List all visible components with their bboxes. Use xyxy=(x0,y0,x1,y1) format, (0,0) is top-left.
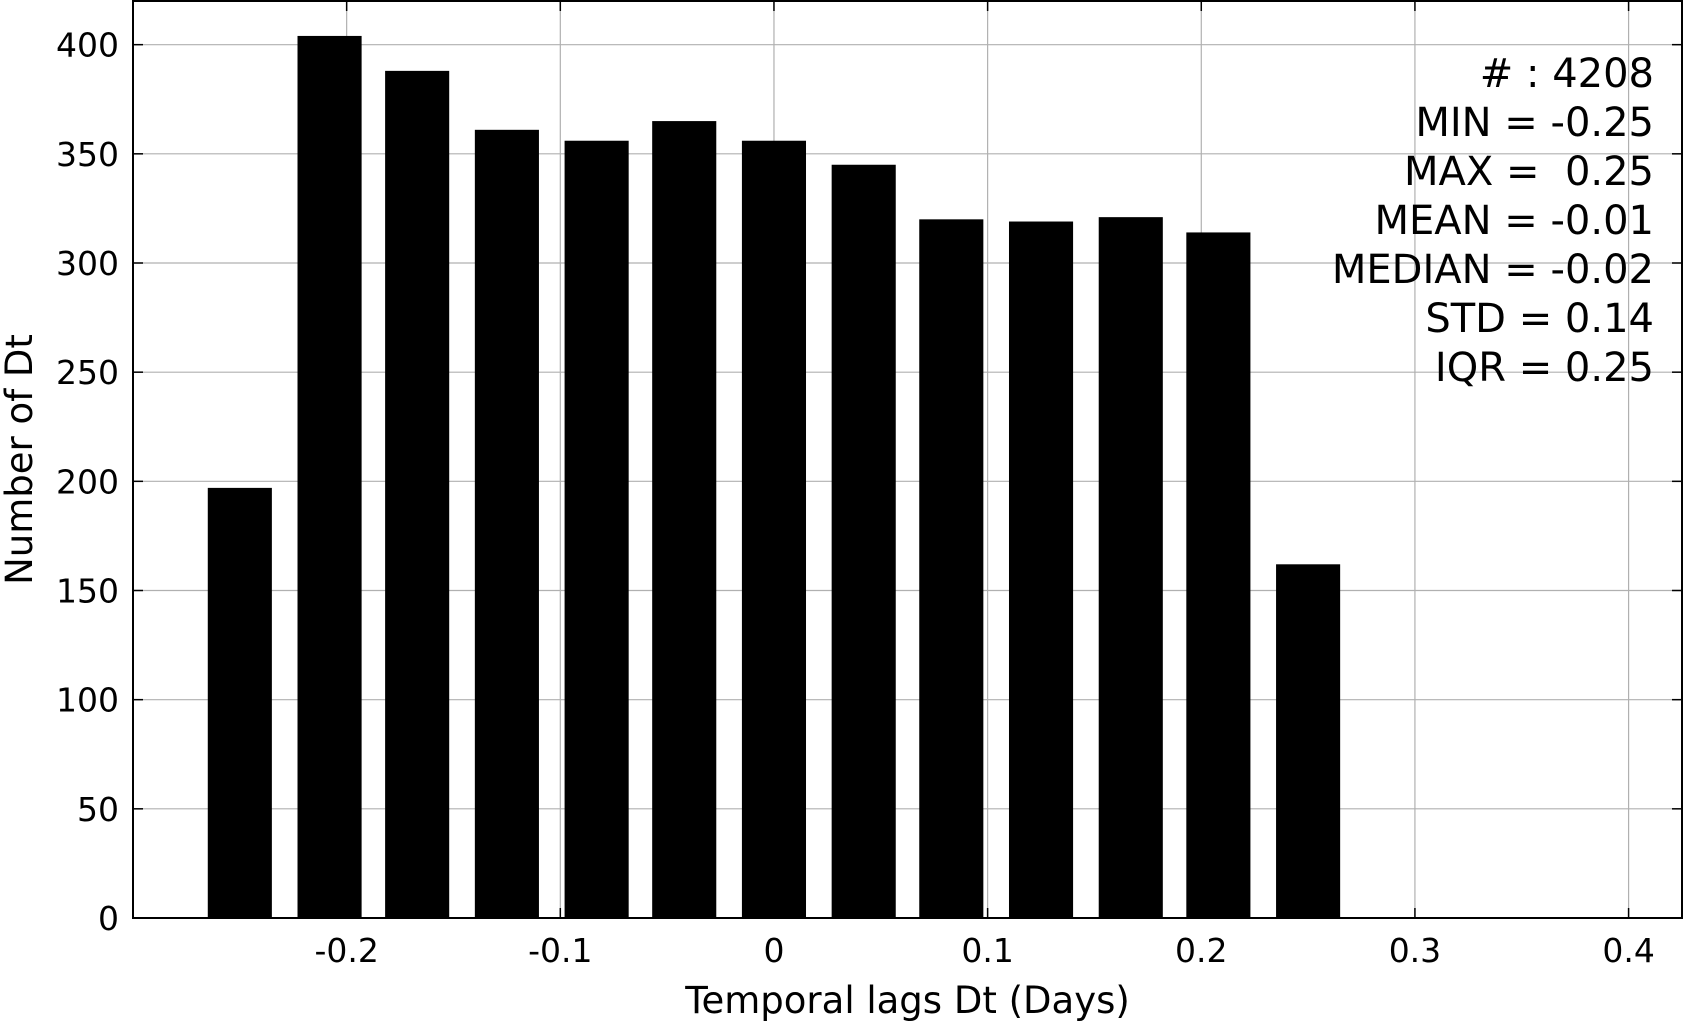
x-tick-label: 0.2 xyxy=(1175,931,1227,970)
y-tick-label: 150 xyxy=(56,572,119,611)
stat-line: MEDIAN = -0.02 xyxy=(1332,247,1654,293)
histogram-bar xyxy=(474,129,539,919)
stat-line: STD = 0.14 xyxy=(1425,296,1654,342)
x-tick-label: -0.1 xyxy=(528,931,592,970)
histogram-bar xyxy=(1186,232,1251,918)
histogram-bar xyxy=(564,140,629,918)
y-axis-title: Number of Dt xyxy=(0,334,41,585)
stat-line: # : 4208 xyxy=(1480,51,1654,97)
y-tick-label: 50 xyxy=(77,790,119,829)
histogram-bar xyxy=(297,35,362,918)
bars xyxy=(207,35,1341,919)
y-tick-label: 0 xyxy=(98,899,119,938)
stat-line: IQR = 0.25 xyxy=(1435,345,1654,391)
histogram-bar xyxy=(1098,217,1163,918)
x-tick-label: 0 xyxy=(763,931,784,970)
histogram-bar xyxy=(207,487,272,918)
histogram-bar xyxy=(919,219,984,919)
y-tick-label: 250 xyxy=(56,353,119,392)
histogram-bar xyxy=(385,70,450,918)
plot-frame xyxy=(132,0,1683,919)
y-tick-label: 350 xyxy=(56,135,119,174)
stat-line: MEAN = -0.01 xyxy=(1374,198,1654,244)
x-tick-label: 0.4 xyxy=(1602,931,1654,970)
y-tick-label: 100 xyxy=(56,681,119,720)
histogram-bar xyxy=(652,121,717,919)
x-tick-label: 0.1 xyxy=(961,931,1013,970)
axis-ticks xyxy=(133,1,1682,919)
y-tick-label: 300 xyxy=(56,244,119,283)
y-tick-label: 400 xyxy=(56,26,119,65)
histogram-bar xyxy=(1008,221,1074,918)
x-tick-label: -0.2 xyxy=(314,931,378,970)
histogram-bar xyxy=(831,164,896,918)
y-tick-label: 200 xyxy=(56,462,119,501)
x-tick-label: 0.3 xyxy=(1389,931,1441,970)
x-tick-labels: -0.2 -0.1 0 0.1 0.2 0.3 0.4 xyxy=(314,931,1654,970)
stat-line: MIN = -0.25 xyxy=(1415,100,1654,146)
histogram-bar xyxy=(741,140,807,918)
x-axis-title: Temporal lags Dt (Days) xyxy=(684,979,1130,1022)
y-tick-labels: 0 50 100 150 200 250 300 350 400 xyxy=(56,26,119,938)
histogram-bar xyxy=(1276,564,1341,918)
stat-line: MAX = 0.25 xyxy=(1404,149,1654,195)
